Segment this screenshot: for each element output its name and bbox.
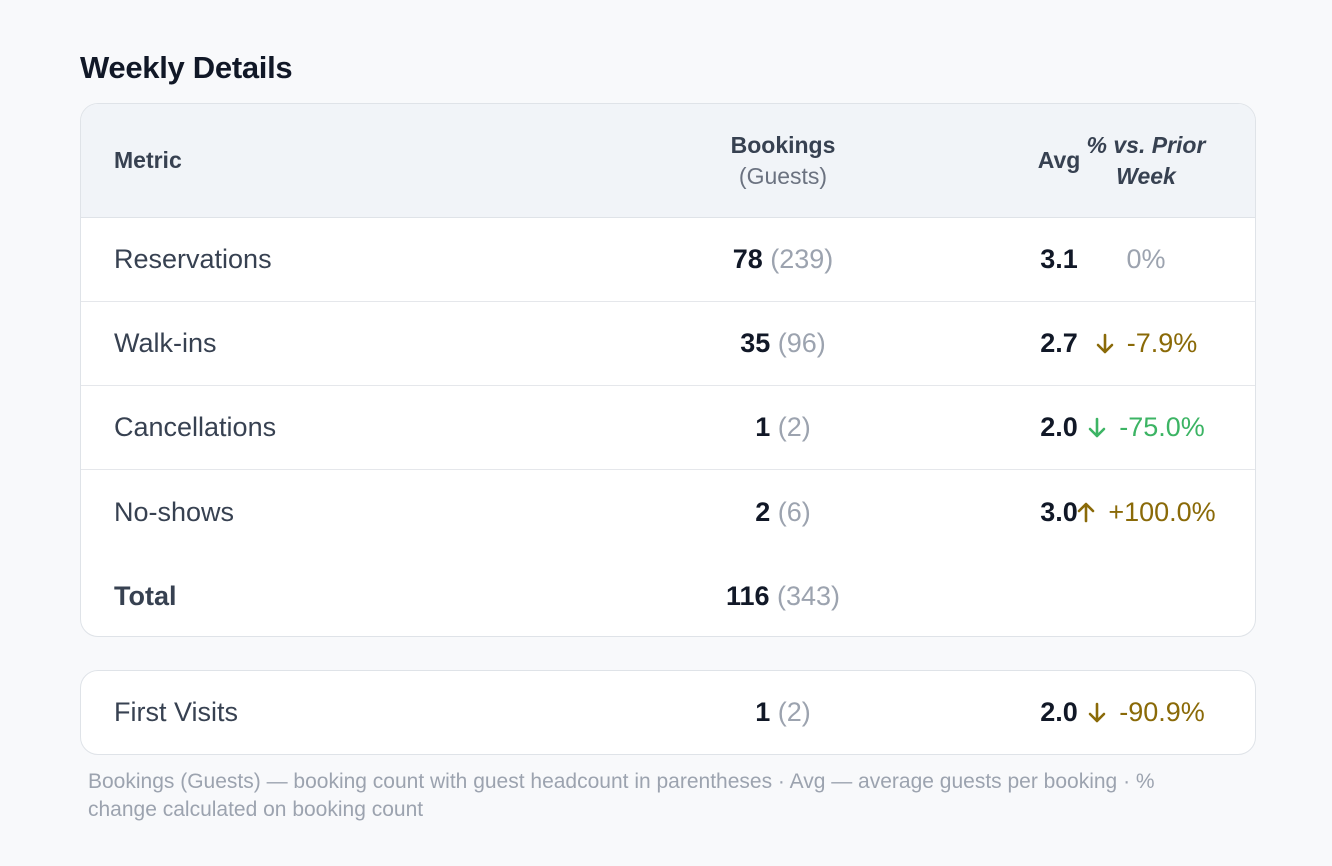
bookings-count: 1 (755, 412, 771, 442)
total-bookings-count: 116 (725, 580, 770, 611)
total-row: Total 116 (343) (81, 554, 1255, 636)
table-row: Reservations 78 (239) 3.1 0% (81, 218, 1255, 302)
up-arrow-icon (1076, 500, 1096, 524)
pct-change-cell: -90.9% (1081, 697, 1211, 728)
avg-column-header: Avg (1037, 147, 1081, 173)
bookings-column-header: Bookings (Guests) (601, 130, 965, 192)
bookings-cell: 1 (2) (601, 697, 965, 728)
table-row: Cancellations 1 (2) 2.0 -75.0% (81, 386, 1255, 470)
avg-cell: 2.7 (1040, 328, 1078, 358)
pct-change-column-header: % vs. Prior Week (1086, 131, 1206, 189)
total-bookings: 116 (343) (601, 581, 965, 612)
pct-change-cell: +100.0% (1078, 497, 1216, 528)
pct-change-value: -90.9% (1119, 697, 1205, 727)
bookings-header-label: Bookings (730, 131, 836, 158)
metric-label: Reservations (114, 244, 272, 274)
bookings-count: 78 (732, 244, 763, 274)
pct-change-cell: -75.0% (1081, 412, 1211, 443)
metric-label: First Visits (114, 697, 239, 727)
guests-count: (6) (777, 496, 811, 527)
metric-label: No-shows (114, 496, 235, 527)
table-footnote: Bookings (Guests) — booking count with g… (88, 770, 1155, 821)
total-label: Total (114, 580, 177, 611)
first-visits-table: First Visits 1 (2) 2.0 -90.9% (80, 670, 1256, 755)
table-header: Metric Bookings (Guests) Avg % vs. Prior… (81, 104, 1255, 218)
total-guests-count: (343) (777, 580, 841, 611)
avg-cell: 2.0 (1040, 697, 1078, 727)
guests-header-sublabel: (Guests) (738, 162, 828, 189)
pct-change-cell: -7.9% (1081, 328, 1211, 359)
table-row: No-shows 2 (6) 3.0 +100.0% (81, 470, 1255, 554)
bookings-count: 1 (755, 697, 771, 727)
section-title: Weekly Details (80, 50, 293, 85)
metric-label: Walk-ins (114, 328, 217, 358)
weekly-details-table: Metric Bookings (Guests) Avg % vs. Prior… (80, 103, 1256, 637)
pct-change-value: -7.9% (1126, 328, 1198, 358)
down-arrow-icon (1087, 701, 1107, 725)
metric-label: Cancellations (114, 412, 277, 442)
guests-count: (96) (777, 328, 826, 358)
down-arrow-icon (1087, 416, 1107, 440)
bookings-cell: 35 (96) (601, 328, 965, 359)
down-arrow-icon (1095, 332, 1115, 356)
guests-count: (2) (777, 697, 811, 727)
avg-cell: 3.1 (1040, 244, 1078, 274)
guests-count: (239) (770, 244, 834, 274)
bookings-count: 35 (740, 328, 771, 358)
avg-cell: 2.0 (1040, 412, 1078, 442)
bookings-cell: 1 (2) (601, 412, 965, 443)
pct-change-cell: 0% (1081, 244, 1211, 275)
table-row: First Visits 1 (2) 2.0 -90.9% (81, 671, 1255, 754)
bookings-cell: 78 (239) (601, 244, 965, 275)
pct-change-value: -75.0% (1119, 412, 1205, 442)
avg-cell: 3.0 (1040, 496, 1078, 527)
guests-count: (2) (777, 412, 811, 442)
bookings-cell: 2 (6) (601, 497, 965, 528)
pct-change-value: +100.0% (1108, 496, 1216, 527)
metric-column-header: Metric (114, 147, 182, 173)
pct-change-value: 0% (1126, 244, 1166, 274)
table-row: Walk-ins 35 (96) 2.7 -7.9% (81, 302, 1255, 386)
bookings-count: 2 (755, 496, 771, 527)
